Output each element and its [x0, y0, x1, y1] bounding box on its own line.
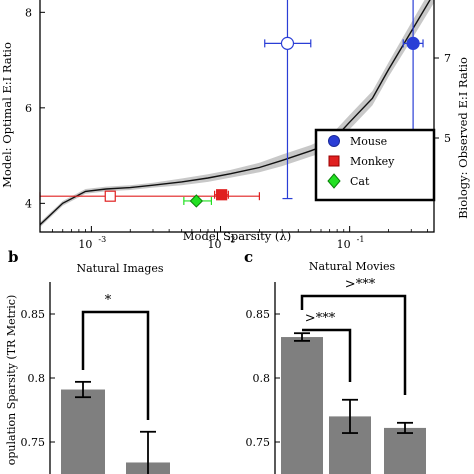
- significance-label: >***: [305, 311, 336, 326]
- panel-c-significance: >*** >***: [300, 277, 407, 395]
- panel-c-letter: c: [244, 248, 253, 266]
- y-tick-label: 0.85: [21, 308, 46, 321]
- x-tick-label: 10: [208, 238, 222, 251]
- panel-c-title: Natural Movies: [309, 260, 396, 273]
- bar: [61, 389, 105, 474]
- panel-b-significance: *: [81, 293, 150, 420]
- monkey-filled-marker: [216, 189, 228, 201]
- panel-c-chart: c Natural Movies 0.85 0.8 0.75 >*** >***: [244, 248, 426, 474]
- x-tick-exponent: -2: [228, 235, 236, 244]
- significance-bracket: [300, 294, 407, 395]
- significance-bracket: [81, 310, 150, 420]
- cat-filled-marker: [189, 194, 204, 208]
- legend-cat-marker: [327, 173, 341, 189]
- panel-b-y-label: opulation Sparsity (TR Metric): [5, 295, 18, 465]
- x-tick-exponent: -3: [98, 235, 106, 244]
- model-curve: [39, 0, 431, 226]
- significance-label: *: [105, 293, 112, 308]
- panel-b-letter: b: [8, 248, 19, 266]
- y-left-tick-label: 8: [25, 6, 32, 19]
- bar: [384, 427, 426, 474]
- panel-c-bars: [281, 332, 426, 474]
- y-tick-label: 0.85: [246, 308, 271, 321]
- y-axis-left-label: Model: Optimal E:I Ratio: [0, 42, 14, 188]
- model-curve-line: [39, 0, 431, 226]
- x-axis-ticks: 10 -3 10 -2 10 -1: [39, 226, 428, 251]
- y-tick-label: 0.75: [246, 436, 271, 449]
- model-curve-band: [40, 0, 434, 228]
- y-tick-label: 0.75: [21, 436, 46, 449]
- legend: Mouse Monkey Cat: [314, 128, 436, 202]
- x-tick-label: 10: [337, 238, 351, 251]
- legend-cat-label: Cat: [350, 175, 370, 188]
- bar: [281, 337, 323, 474]
- legend-mouse-marker: [328, 135, 340, 147]
- y-axis-right-ticks: 57: [434, 52, 451, 145]
- mouse-filled-marker: [406, 36, 420, 50]
- panel-b-bars: [61, 380, 170, 474]
- legend-mouse-label: Mouse: [350, 135, 387, 148]
- y-left-tick-label: 6: [25, 102, 32, 115]
- monkey-open-marker: [104, 190, 116, 202]
- y-tick-label: 0.8: [253, 372, 271, 385]
- x-axis-label: Model Sparsity (λ): [183, 229, 291, 243]
- model-curve-band-area: [40, 0, 434, 228]
- panel-b-y-ticks: 0.85 0.8 0.75: [21, 308, 55, 449]
- panel-b-chart: b Natural Images opulation Sparsity (TR …: [5, 248, 170, 474]
- panel-c-y-ticks: 0.85 0.8 0.75: [246, 308, 280, 449]
- y-right-tick-label: 5: [444, 132, 451, 145]
- panel-b-title: Natural Images: [76, 262, 163, 275]
- y-tick-label: 0.8: [28, 372, 46, 385]
- mouse-open-marker: [280, 36, 295, 50]
- y-axis-left-ticks: 4 6 8: [25, 6, 45, 210]
- significance-bracket: [302, 328, 352, 382]
- panel-a-chart: 10 -3 10 -2 10 -1 468 57 Model Sparsity (λ) M…: [0, 0, 470, 251]
- y-axis-right-label: Biology: Observed E:I Ratio: [456, 57, 470, 219]
- legend-monkey-marker: [328, 155, 340, 167]
- significance-label: >***: [345, 277, 376, 292]
- y-right-tick-label: 7: [444, 52, 451, 65]
- legend-monkey-label: Monkey: [350, 155, 395, 168]
- plot-frame: [39, 0, 435, 233]
- x-tick-exponent: -1: [357, 235, 365, 244]
- x-tick-label: 10: [78, 238, 92, 251]
- y-left-tick-label: 4: [25, 197, 32, 210]
